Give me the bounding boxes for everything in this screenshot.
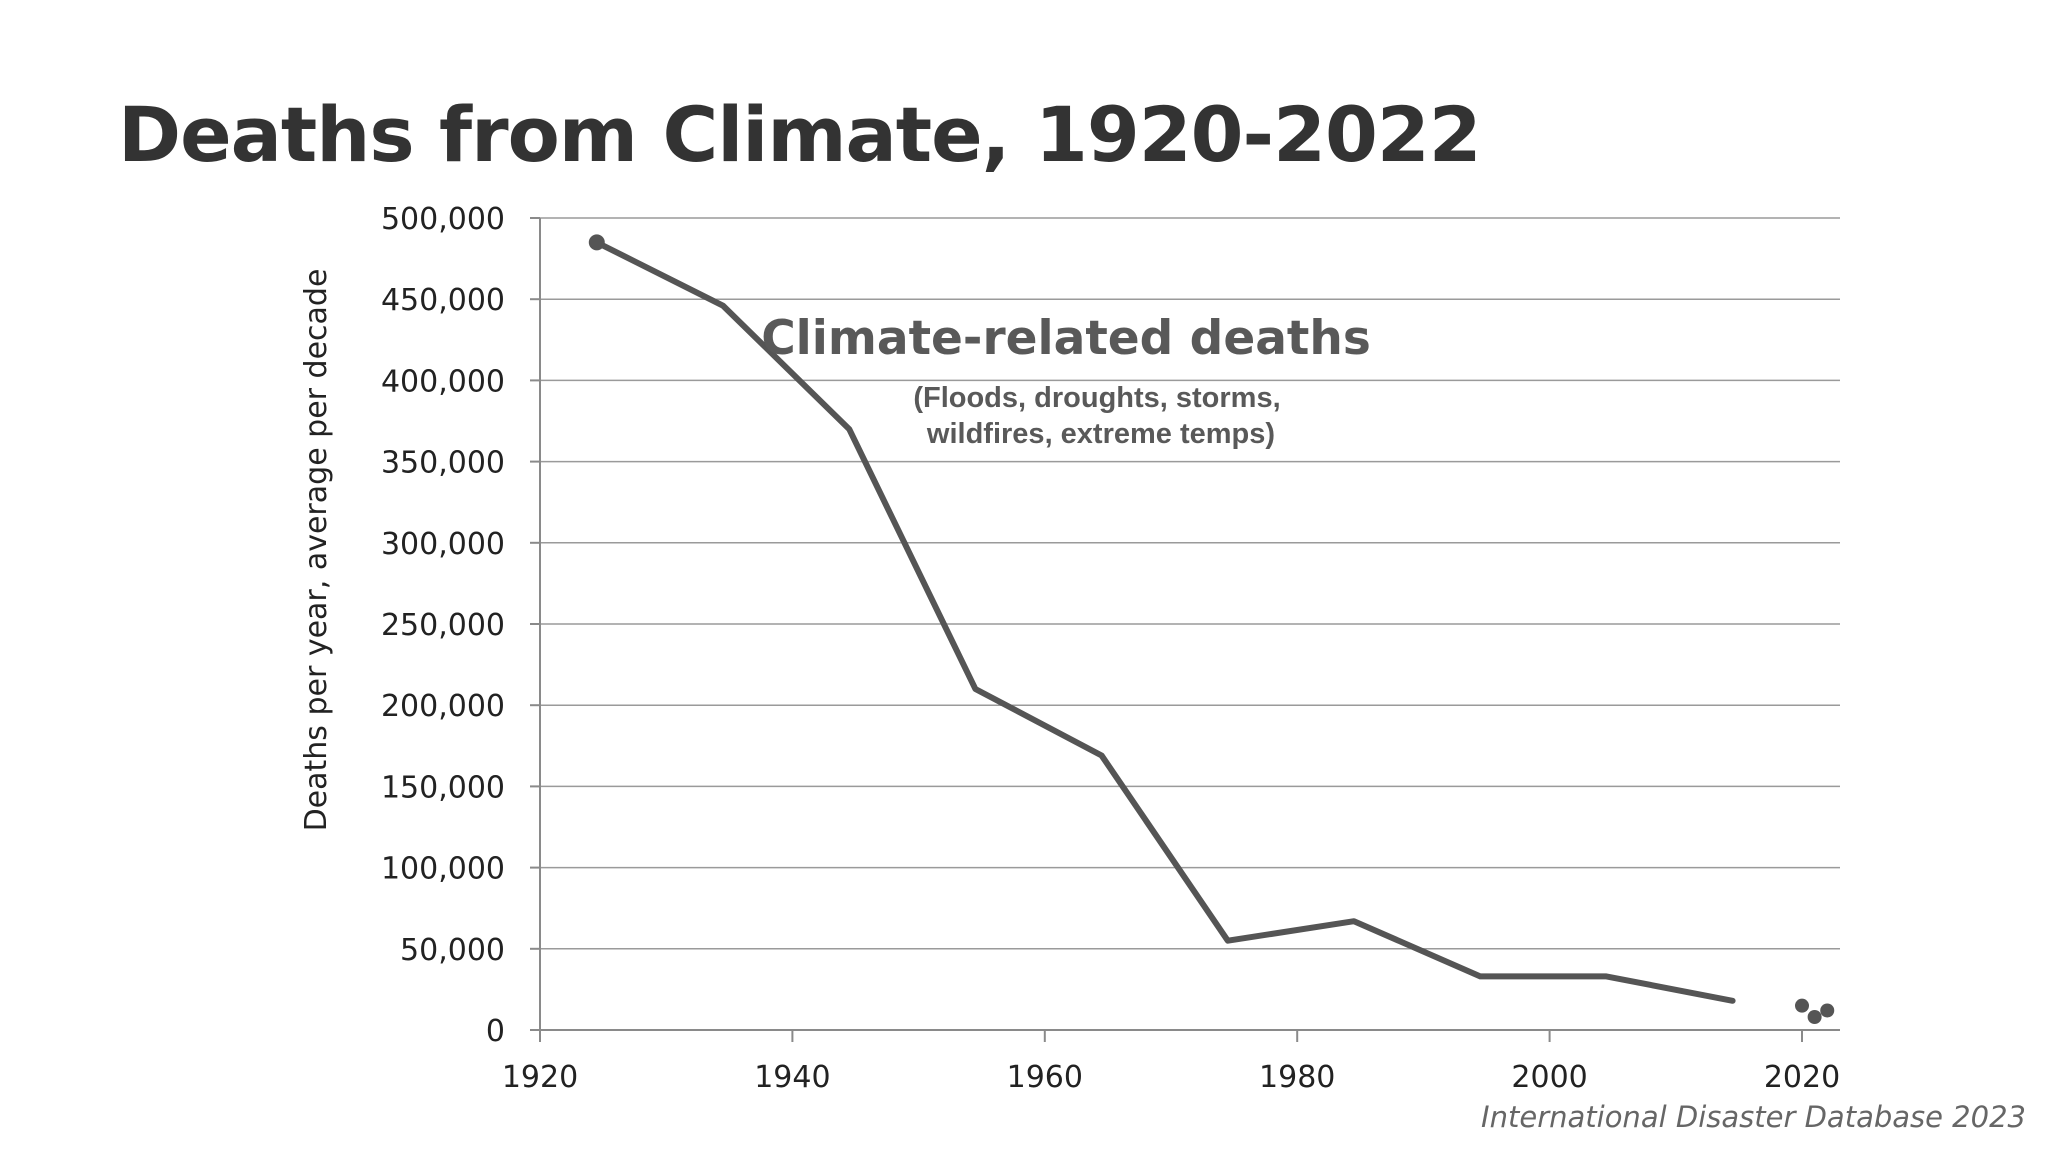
y-tick-label: 250,000 — [381, 608, 505, 643]
annotation-subtitle-line2: wildfires, extreme temps) — [926, 418, 1275, 450]
y-tick-label: 50,000 — [400, 933, 505, 968]
chart-title: Deaths from Climate, 1920-2022 — [118, 90, 1482, 179]
data-point — [1807, 1010, 1822, 1025]
climate-deaths-line — [593, 239, 1736, 1004]
y-tick-label: 400,000 — [381, 364, 505, 399]
axes — [530, 217, 1840, 1042]
x-tick-labels: 1920 1940 1960 1980 2000 2020 — [502, 1060, 1840, 1095]
data-point — [1820, 1003, 1835, 1018]
series-marks — [588, 234, 1835, 1025]
annotation-title: Climate-related deaths — [761, 311, 1371, 366]
x-tick-label: 1980 — [1259, 1060, 1335, 1095]
annotation-subtitle-line1: (Floods, droughts, storms, — [913, 382, 1280, 414]
source-note: International Disaster Database 2023 — [1481, 1100, 2026, 1134]
y-tick-label: 100,000 — [381, 852, 505, 887]
y-tick-label: 450,000 — [381, 283, 505, 318]
y-tick-label: 300,000 — [381, 527, 505, 562]
y-tick-labels: 0 50,000 100,000 150,000 200,000 250,000 300,0… — [381, 202, 505, 1049]
x-tick-label: 1920 — [502, 1060, 578, 1095]
data-point — [1795, 998, 1809, 1013]
y-tick-label: 200,000 — [381, 689, 505, 724]
x-tick-label: 1940 — [754, 1060, 830, 1095]
data-point — [588, 234, 605, 251]
gridlines — [540, 217, 1840, 950]
x-tick-label: 2000 — [1511, 1060, 1587, 1095]
y-axis-title: Deaths per year, average per decade — [299, 269, 334, 832]
y-tick-label: 350,000 — [381, 446, 505, 481]
x-tick-label: 1960 — [1007, 1060, 1083, 1095]
y-tick-label: 0 — [486, 1014, 505, 1049]
x-tick-label: 2020 — [1764, 1060, 1840, 1095]
y-tick-label: 150,000 — [381, 770, 505, 805]
y-tick-label: 500,000 — [381, 202, 505, 237]
